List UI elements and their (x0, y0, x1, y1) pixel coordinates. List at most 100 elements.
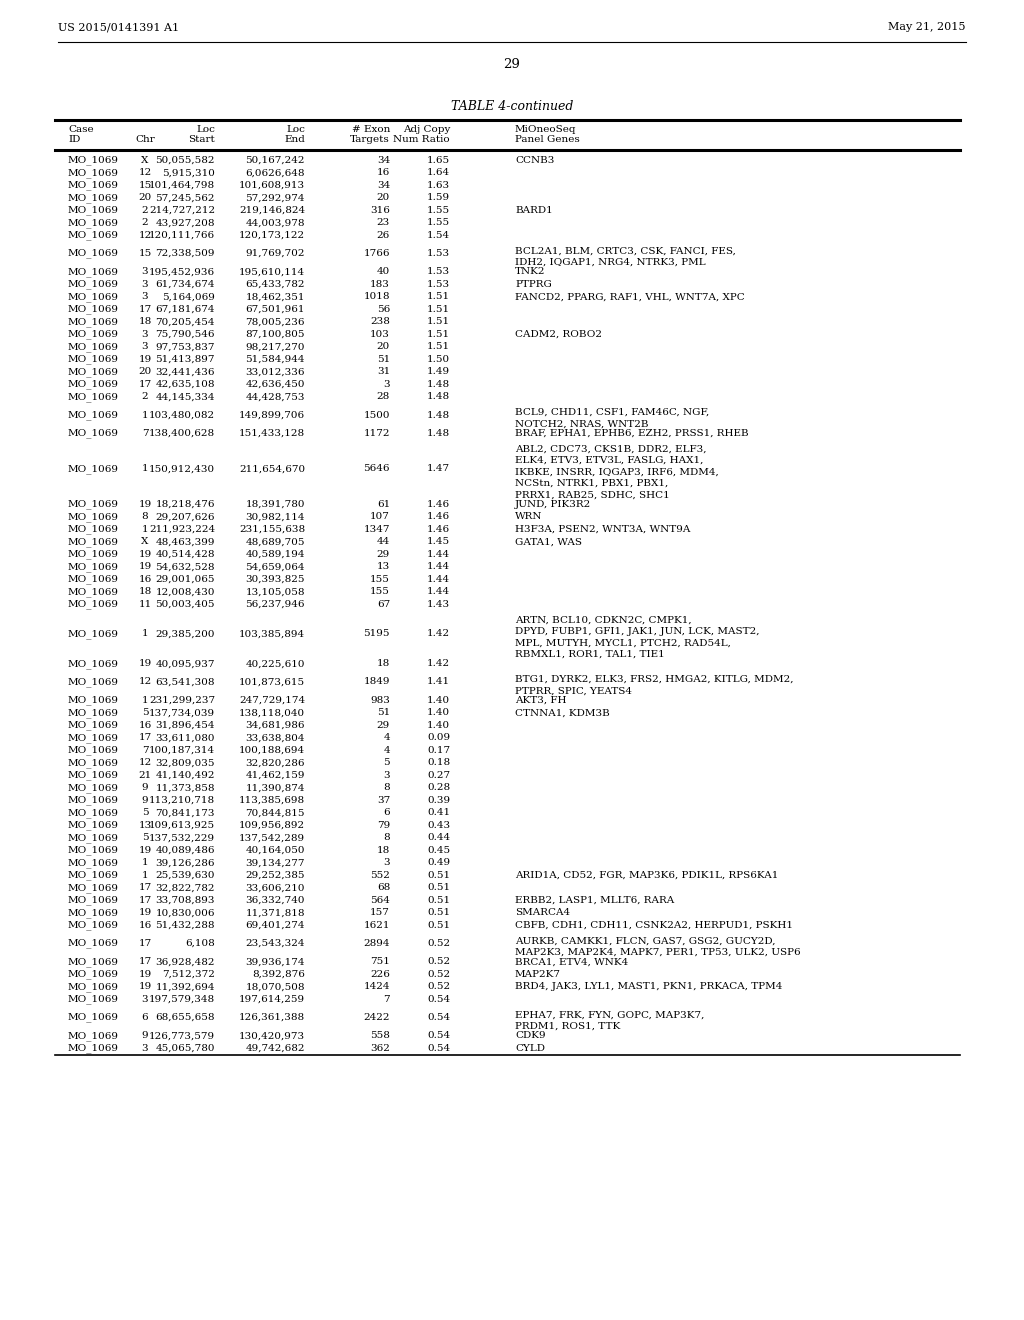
Text: AURKB, CAMKK1, FLCN, GAS7, GSG2, GUCY2D,: AURKB, CAMKK1, FLCN, GAS7, GSG2, GUCY2D, (515, 936, 775, 945)
Text: 0.52: 0.52 (427, 939, 450, 948)
Text: 98,217,270: 98,217,270 (246, 342, 305, 351)
Text: 316: 316 (370, 206, 390, 215)
Text: 87,100,805: 87,100,805 (246, 330, 305, 339)
Text: 1.44: 1.44 (427, 587, 450, 597)
Text: 8,392,876: 8,392,876 (252, 970, 305, 978)
Text: 17: 17 (138, 305, 152, 314)
Text: MO_1069: MO_1069 (68, 808, 119, 817)
Text: 65,433,782: 65,433,782 (246, 280, 305, 289)
Text: 0.28: 0.28 (427, 783, 450, 792)
Text: 29: 29 (504, 58, 520, 70)
Text: 1.46: 1.46 (427, 512, 450, 521)
Text: 70,841,173: 70,841,173 (156, 808, 215, 817)
Text: 103,480,082: 103,480,082 (148, 411, 215, 420)
Text: CTNNA1, KDM3B: CTNNA1, KDM3B (515, 709, 609, 717)
Text: MO_1069: MO_1069 (68, 833, 119, 842)
Text: 183: 183 (370, 280, 390, 289)
Text: MAP2K7: MAP2K7 (515, 970, 561, 978)
Text: 68: 68 (377, 883, 390, 892)
Text: 29,252,385: 29,252,385 (246, 871, 305, 879)
Text: 57,292,974: 57,292,974 (246, 193, 305, 202)
Text: AKT3, FH: AKT3, FH (515, 696, 566, 705)
Text: CCNB3: CCNB3 (515, 156, 554, 165)
Text: 12: 12 (138, 168, 152, 177)
Text: 100,187,314: 100,187,314 (148, 746, 215, 755)
Text: 40,589,194: 40,589,194 (246, 549, 305, 558)
Text: CYLD: CYLD (515, 1044, 545, 1053)
Text: 91,769,702: 91,769,702 (246, 249, 305, 257)
Text: 36,928,482: 36,928,482 (156, 957, 215, 966)
Text: 0.51: 0.51 (427, 871, 450, 879)
Text: 42,635,108: 42,635,108 (156, 380, 215, 389)
Text: 21: 21 (138, 771, 152, 780)
Text: 16: 16 (138, 921, 152, 929)
Text: 1.48: 1.48 (427, 380, 450, 389)
Text: 17: 17 (138, 896, 152, 904)
Text: 31,896,454: 31,896,454 (156, 721, 215, 730)
Text: 13: 13 (138, 821, 152, 830)
Text: 0.51: 0.51 (427, 883, 450, 892)
Text: MAP2K3, MAP2K4, MAPK7, PER1, TP53, ULK2, USP6: MAP2K3, MAP2K4, MAPK7, PER1, TP53, ULK2,… (515, 948, 801, 957)
Text: BARD1: BARD1 (515, 206, 553, 215)
Text: 138,118,040: 138,118,040 (239, 709, 305, 717)
Text: 1424: 1424 (364, 982, 390, 991)
Text: 39,134,277: 39,134,277 (246, 858, 305, 867)
Text: MO_1069: MO_1069 (68, 574, 119, 583)
Text: 44,428,753: 44,428,753 (246, 392, 305, 401)
Text: 1.53: 1.53 (427, 267, 450, 276)
Text: Chr: Chr (135, 136, 155, 144)
Text: 51: 51 (377, 709, 390, 717)
Text: PRDM1, ROS1, TTK: PRDM1, ROS1, TTK (515, 1022, 621, 1031)
Text: 1.51: 1.51 (427, 305, 450, 314)
Text: 33,611,080: 33,611,080 (156, 733, 215, 742)
Text: 18: 18 (138, 587, 152, 597)
Text: 0.39: 0.39 (427, 796, 450, 805)
Text: 0.51: 0.51 (427, 921, 450, 929)
Text: 107: 107 (370, 512, 390, 521)
Text: 54,632,528: 54,632,528 (156, 562, 215, 572)
Text: 1.51: 1.51 (427, 292, 450, 301)
Text: 12: 12 (138, 677, 152, 686)
Text: MO_1069: MO_1069 (68, 994, 119, 1005)
Text: 1: 1 (141, 871, 148, 879)
Text: MO_1069: MO_1069 (68, 248, 119, 259)
Text: MO_1069: MO_1069 (68, 895, 119, 906)
Text: 34: 34 (377, 156, 390, 165)
Text: 16: 16 (138, 721, 152, 730)
Text: 29,385,200: 29,385,200 (156, 630, 215, 639)
Text: 1.41: 1.41 (427, 677, 450, 686)
Text: 1.45: 1.45 (427, 537, 450, 546)
Text: 5: 5 (383, 758, 390, 767)
Text: BRAF, EPHA1, EPHB6, EZH2, PRSS1, RHEB: BRAF, EPHA1, EPHB6, EZH2, PRSS1, RHEB (515, 429, 749, 438)
Text: CADM2, ROBO2: CADM2, ROBO2 (515, 330, 602, 339)
Text: MO_1069: MO_1069 (68, 512, 119, 521)
Text: 120,173,122: 120,173,122 (239, 231, 305, 240)
Text: 214,727,212: 214,727,212 (148, 206, 215, 215)
Text: 70,205,454: 70,205,454 (156, 317, 215, 326)
Text: 1.43: 1.43 (427, 599, 450, 609)
Text: 34: 34 (377, 181, 390, 190)
Text: 18,391,780: 18,391,780 (246, 500, 305, 508)
Text: 1.50: 1.50 (427, 355, 450, 364)
Text: MO_1069: MO_1069 (68, 796, 119, 805)
Text: 31: 31 (377, 367, 390, 376)
Text: MO_1069: MO_1069 (68, 280, 119, 289)
Text: 6: 6 (141, 1012, 148, 1022)
Text: 15: 15 (138, 181, 152, 190)
Text: 39,126,286: 39,126,286 (156, 858, 215, 867)
Text: 195,610,114: 195,610,114 (239, 267, 305, 276)
Text: X: X (141, 537, 148, 546)
Text: 19: 19 (138, 562, 152, 572)
Text: 63,541,308: 63,541,308 (156, 677, 215, 686)
Text: Targets: Targets (350, 136, 390, 144)
Text: 226: 226 (370, 970, 390, 978)
Text: MO_1069: MO_1069 (68, 758, 119, 768)
Text: 1500: 1500 (364, 411, 390, 420)
Text: BRCA1, ETV4, WNK4: BRCA1, ETV4, WNK4 (515, 957, 629, 966)
Text: MO_1069: MO_1069 (68, 771, 119, 780)
Text: 75,790,546: 75,790,546 (156, 330, 215, 339)
Text: JUND, PIK3R2: JUND, PIK3R2 (515, 500, 591, 508)
Text: 44,003,978: 44,003,978 (246, 218, 305, 227)
Text: 5646: 5646 (364, 465, 390, 474)
Text: MO_1069: MO_1069 (68, 957, 119, 966)
